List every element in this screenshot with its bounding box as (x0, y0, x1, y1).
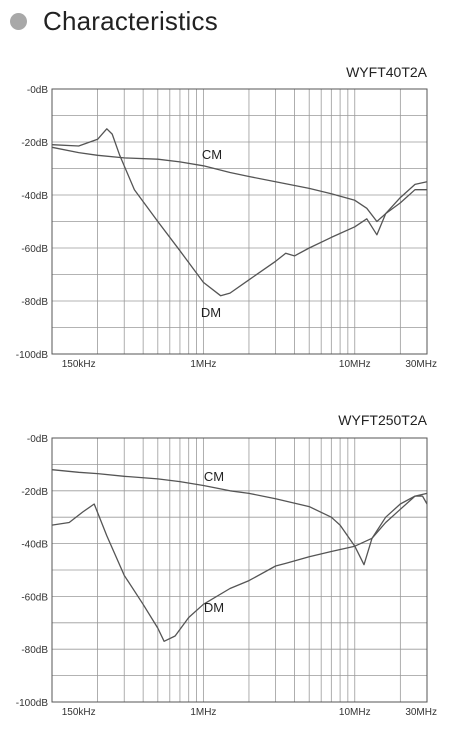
y-tick-label: -60dB (21, 592, 48, 603)
bullet-icon (10, 12, 27, 30)
series-line-cm (51, 146, 428, 223)
y-tick-label: -20dB (21, 138, 48, 149)
plot-frame (51, 88, 428, 355)
y-tick-label: -40dB (21, 540, 48, 551)
series-label-dm: DM (204, 600, 224, 615)
y-tick-label: -0dB (27, 85, 48, 96)
chart-title: WYFT40T2A (346, 64, 428, 80)
y-tick-label: -60dB (21, 244, 48, 255)
series-line-dm (51, 128, 427, 297)
x-tick-label: 30MHz (405, 359, 437, 370)
series-line-cm (51, 469, 428, 566)
series-label-cm: CM (204, 469, 224, 484)
series-label-dm: DM (201, 305, 221, 320)
x-tick-label: 1MHz (190, 359, 216, 370)
series-line-dm (51, 495, 428, 642)
chart-wyft250t2a: -0dB -20dB -40dB -60dB -80dB -100dB 150kHz 1MHz… (16, 412, 437, 718)
x-tick-label: 10MHz (339, 359, 371, 370)
chart-title: WYFT250T2A (338, 412, 427, 428)
section-heading: Characteristics (10, 4, 218, 38)
x-tick-label: 1MHz (190, 707, 216, 718)
x-tick-label: 30MHz (405, 707, 437, 718)
y-tick-label: -100dB (16, 350, 49, 361)
y-tick-label: -80dB (21, 297, 48, 308)
x-tick-label: 150kHz (62, 359, 96, 370)
y-tick-label: -40dB (21, 191, 48, 202)
plot-frame (51, 437, 428, 703)
y-tick-label: -100dB (16, 698, 49, 709)
chart-wyft40t2a: -0dB -20dB -40dB -60dB -80dB -100dB 150kHz 1MHz… (16, 64, 437, 370)
series-label-cm: CM (202, 147, 222, 162)
section-title: Characteristics (43, 5, 218, 36)
x-tick-label: 10MHz (339, 707, 371, 718)
y-tick-label: -0dB (27, 434, 48, 445)
y-tick-label: -20dB (21, 487, 48, 498)
x-tick-label: 150kHz (62, 707, 96, 718)
y-tick-label: -80dB (21, 645, 48, 656)
